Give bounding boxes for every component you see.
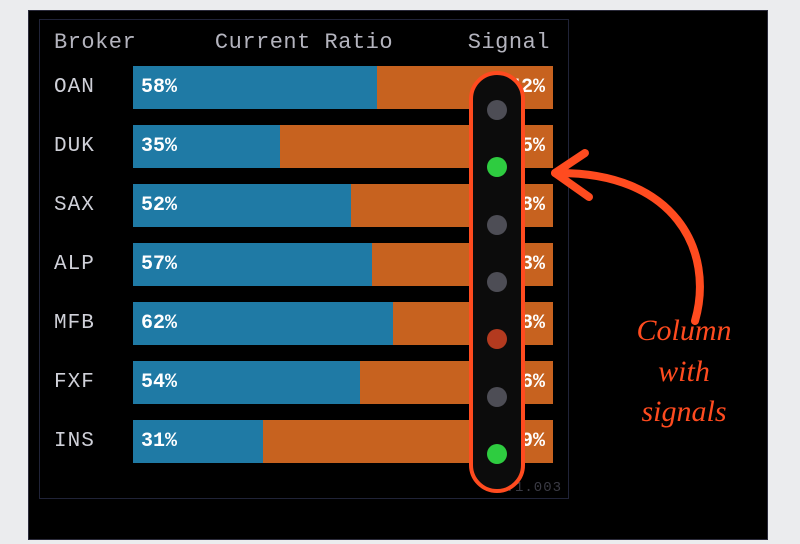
broker-label: FXF [54,371,132,394]
callout-line: Column [589,311,779,352]
callout-text: Column with signals [589,311,779,433]
table-header: Broker Current Ratio Signal [54,30,554,55]
ratio-left: 31% [133,420,263,463]
header-ratio: Current Ratio [144,30,464,55]
callout-line: with [589,352,779,393]
ratio-left: 54% [133,361,360,404]
broker-label: MFB [54,312,132,335]
ratio-right: 43% [372,243,553,286]
broker-label: DUK [54,135,132,158]
broker-label: ALP [54,253,132,276]
signal-dot [487,444,507,464]
signal-dot [487,272,507,292]
app-panel: Broker Current Ratio Signal OAN58%42% DUK… [28,10,768,540]
ratio-left: 52% [133,184,351,227]
signal-dot [487,157,507,177]
broker-label: OAN [54,76,132,99]
callout-line: signals [589,392,779,433]
ratio-right: 42% [377,66,553,109]
signal-dot [487,329,507,349]
signal-column-highlight [469,71,525,493]
header-signal: Signal [464,30,554,55]
signal-dot [487,100,507,120]
ratio-left: 58% [133,66,377,109]
ratio-left: 62% [133,302,393,345]
ratio-left: 35% [133,125,280,168]
broker-label: INS [54,430,132,453]
header-broker: Broker [54,30,144,55]
broker-label: SAX [54,194,132,217]
ratio-left: 57% [133,243,372,286]
signal-dot [487,387,507,407]
signal-dot [487,215,507,235]
